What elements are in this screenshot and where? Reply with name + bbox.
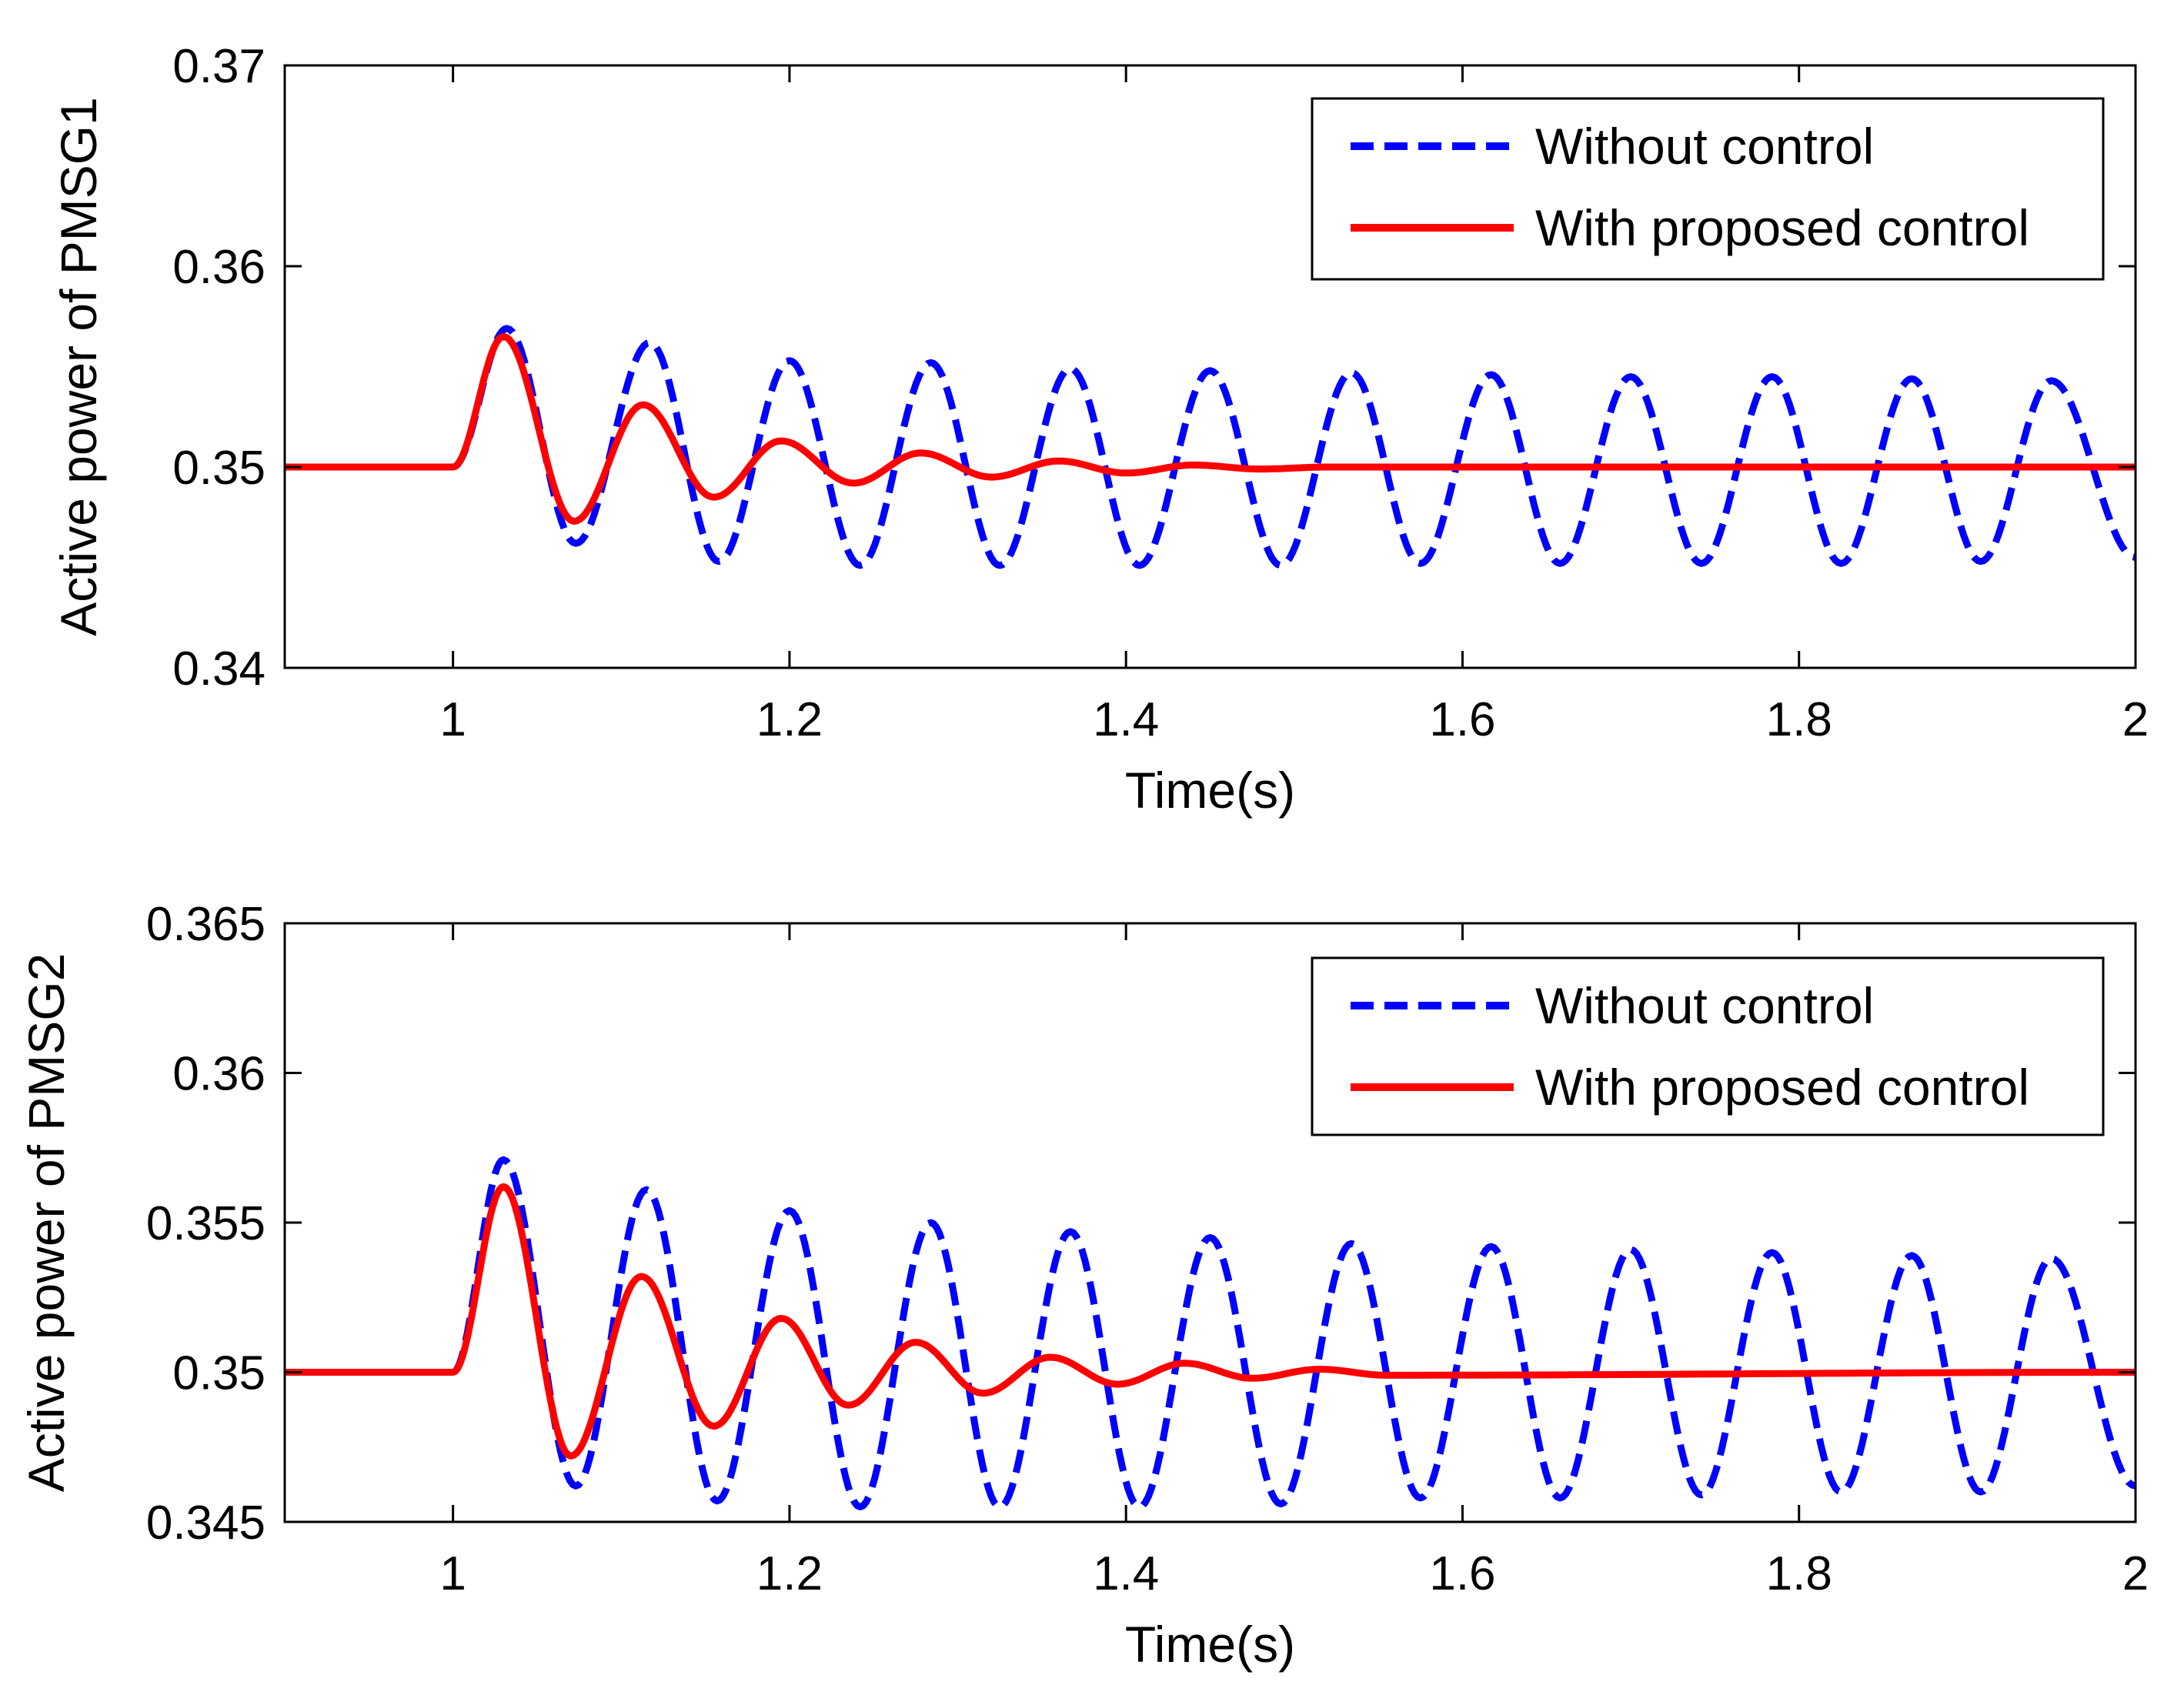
x-tick-label: 1.4 xyxy=(1093,693,1159,746)
y-tick-label: 0.34 xyxy=(172,642,265,696)
x-tick-label: 1.2 xyxy=(756,693,823,746)
x-tick-label: 2 xyxy=(2122,1547,2149,1600)
series-line-without-control xyxy=(285,1156,2136,1510)
y-tick-label: 0.36 xyxy=(172,1048,265,1101)
chart-panel-2: 1 1.2 1.4 1.6 1.8 2 0.345 0.35 0.355 0.36 0.365 Tim… xyxy=(18,898,2149,1673)
x-tick-label: 1 xyxy=(439,1547,466,1600)
legend-label: With proposed control xyxy=(1535,1059,2029,1116)
x-tick-label: 1 xyxy=(439,693,466,746)
x-tick-label: 1.6 xyxy=(1429,693,1495,746)
series-line-with-proposed-control xyxy=(285,332,2136,525)
legend-label: Without control xyxy=(1535,118,1874,175)
y-tick-label: 0.35 xyxy=(172,1347,265,1400)
x-axis-label: Time(s) xyxy=(1125,762,1295,819)
y-axis-label: Active power of PMSG1 xyxy=(50,97,107,636)
legend: Without control With proposed control xyxy=(1311,956,2105,1136)
series-line-with-proposed-control xyxy=(285,1183,2136,1460)
y-tick-label: 0.37 xyxy=(172,40,265,93)
x-tick-label: 1.6 xyxy=(1429,1547,1495,1600)
x-tick-label: 1.2 xyxy=(756,1547,823,1600)
x-tick-label: 2 xyxy=(2122,693,2149,746)
legend-box xyxy=(1311,97,2105,281)
legend-label: Without control xyxy=(1535,977,1874,1034)
y-tick-label: 0.365 xyxy=(146,898,265,951)
chart-panel-1: 1 1.2 1.4 1.6 1.8 2 0.34 0.35 0.36 0.37 Time(s) Act… xyxy=(50,40,2149,819)
series-group xyxy=(285,325,2136,569)
plot-frame xyxy=(283,64,2137,669)
y-axis-label: Active power of PMSG2 xyxy=(18,953,75,1493)
y-tick-label: 0.355 xyxy=(146,1197,265,1250)
series-line-without-control xyxy=(285,325,2136,569)
y-tick-label: 0.345 xyxy=(146,1496,265,1550)
legend-box xyxy=(1311,956,2105,1136)
y-tick-label: 0.35 xyxy=(172,442,265,495)
x-tick-label: 1.8 xyxy=(1766,693,1832,746)
series-group xyxy=(285,1156,2136,1510)
y-tick-label: 0.36 xyxy=(172,241,265,294)
legend: Without control With proposed control xyxy=(1311,97,2105,281)
x-tick-label: 1.8 xyxy=(1766,1547,1832,1600)
legend-label: With proposed control xyxy=(1535,199,2029,256)
x-tick-label: 1.4 xyxy=(1093,1547,1159,1600)
x-axis-label: Time(s) xyxy=(1125,1616,1295,1673)
